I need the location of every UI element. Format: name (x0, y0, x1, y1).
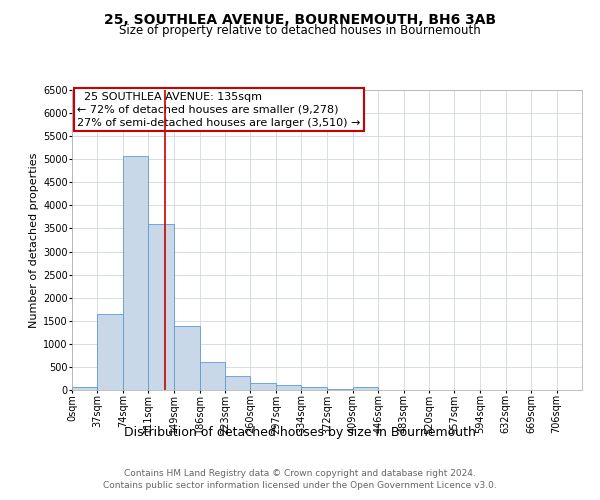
Bar (174, 326, 200, 390)
Text: Contains HM Land Registry data © Crown copyright and database right 2024.
Contai: Contains HM Land Registry data © Crown c… (103, 468, 497, 490)
Text: 25, SOUTHLEA AVENUE, BOURNEMOUTH, BH6 3AB: 25, SOUTHLEA AVENUE, BOURNEMOUTH, BH6 3A… (104, 12, 496, 26)
Bar (301, 388, 328, 390)
Text: 25 SOUTHLEA AVENUE: 135sqm
← 72% of detached houses are smaller (9,278)
27% of s: 25 SOUTHLEA AVENUE: 135sqm ← 72% of deta… (77, 92, 361, 128)
Bar (200, 362, 225, 390)
Bar (353, 387, 378, 390)
Text: Size of property relative to detached houses in Bournemouth: Size of property relative to detached ho… (119, 24, 481, 37)
Bar (72, 386, 97, 390)
Bar (250, 383, 276, 390)
Bar (97, 314, 123, 390)
Bar (148, 224, 174, 390)
Text: Distribution of detached houses by size in Bournemouth: Distribution of detached houses by size … (124, 426, 476, 439)
Bar (225, 376, 250, 390)
Bar (276, 386, 301, 390)
Bar (328, 389, 353, 390)
Y-axis label: Number of detached properties: Number of detached properties (29, 152, 39, 328)
Bar (123, 156, 148, 390)
